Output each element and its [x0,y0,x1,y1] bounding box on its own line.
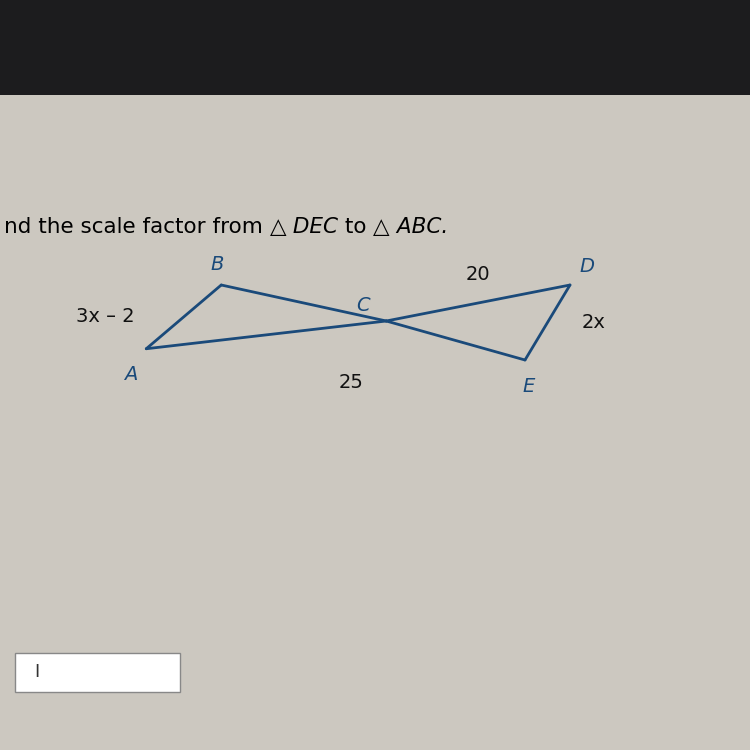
Text: 20: 20 [466,266,490,284]
Text: C: C [356,296,370,315]
Bar [0,0,750,95]
FancyBboxPatch shape [15,652,180,692]
Text: 25: 25 [338,373,363,392]
Text: nd the scale factor from: nd the scale factor from [4,217,269,237]
Text: I: I [34,663,39,681]
Text: 2x: 2x [581,313,605,332]
Text: DEC: DEC [286,217,338,237]
Text: to: to [338,217,374,237]
Text: 3x – 2: 3x – 2 [76,308,135,326]
Text: D: D [579,257,594,276]
Text: △: △ [374,217,390,237]
Text: E: E [523,376,535,395]
Text: B: B [211,255,224,274]
Text: A: A [124,365,137,384]
Text: △: △ [269,217,286,237]
Text: ABC.: ABC. [390,217,448,237]
